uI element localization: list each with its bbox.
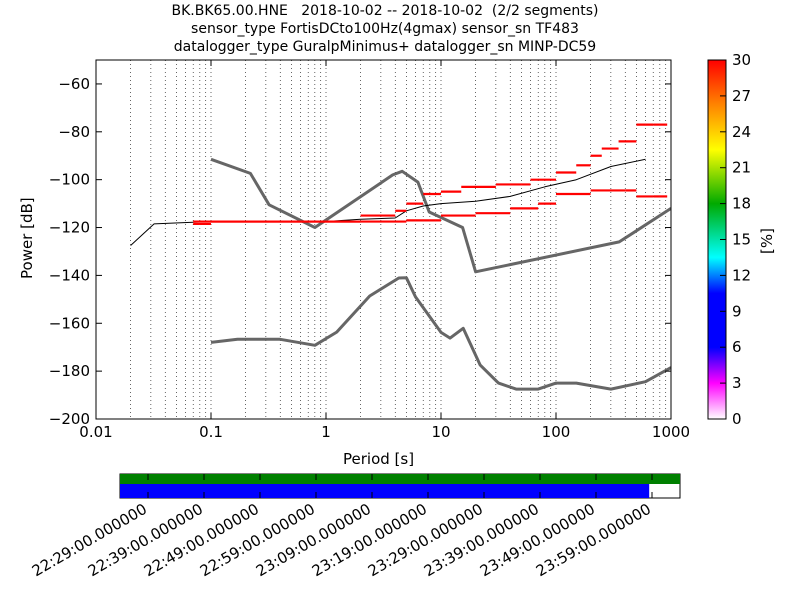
y-tick-label: −200	[49, 410, 90, 428]
y-tick-label: −80	[58, 123, 90, 141]
x-tick-label: 0.01	[79, 423, 112, 441]
plot-frame	[95, 59, 672, 420]
y-tick-label: −60	[58, 75, 90, 93]
chart-title-line-1: BK.BK65.00.HNE 2018-10-02 -- 2018-10-02 …	[171, 3, 599, 19]
colorbar-tick-label: 27	[732, 87, 751, 105]
x-tick-label: 100	[542, 423, 571, 441]
colorbar-tick-label: 3	[732, 374, 742, 392]
chart-title-line-2: sensor_type FortisDCto100Hz(4gmax) senso…	[191, 21, 579, 37]
x-tick-label: 10	[431, 423, 450, 441]
noise-model-low-line	[210, 276, 671, 391]
noise-model-high-line	[210, 157, 671, 274]
y-tick-label: −100	[49, 171, 90, 189]
y-tick-label: −160	[49, 314, 90, 332]
colorbar-tick-label: 6	[732, 338, 742, 356]
colorbar-tick-label: 9	[732, 302, 742, 320]
series-layer	[130, 123, 671, 391]
colorbar-tick-label: 18	[732, 195, 751, 213]
x-tick-label: 1000	[652, 423, 690, 441]
colorbar-tick-label: 0	[732, 410, 742, 428]
psd-coverage-bar	[120, 484, 650, 498]
y-axis-label: Power [dB]	[18, 197, 36, 279]
x-axis-ticks: 0.01 0.1 1 10 100 1000	[79, 60, 690, 441]
x-axis-label: Period [s]	[343, 450, 415, 468]
x-tick-label: 1	[321, 423, 331, 441]
colorbar-tick-label: 30	[732, 51, 751, 69]
y-axis-ticks: −60 −80 −100 −120 −140 −160 −180 −200	[49, 75, 671, 428]
colorbar-label: [%]	[758, 228, 776, 254]
chart-title-line-3: datalogger_type GuralpMinimus+ datalogge…	[173, 39, 597, 55]
data-coverage-bar	[120, 474, 680, 484]
colorbar-tick-label: 24	[732, 123, 751, 141]
colorbar-tick-label: 15	[732, 231, 751, 249]
y-tick-label: −140	[49, 266, 90, 284]
colorbar-tick-label: 21	[732, 159, 751, 177]
grid-lines	[130, 60, 667, 419]
y-tick-label: −180	[49, 362, 90, 380]
colorbar-tick-label: 12	[732, 266, 751, 284]
y-tick-label: −120	[49, 219, 90, 237]
x-tick-label: 0.1	[199, 423, 223, 441]
colorbar-ticks: 0 3 6 9 12 15 18 21 24 27 30	[720, 51, 751, 428]
